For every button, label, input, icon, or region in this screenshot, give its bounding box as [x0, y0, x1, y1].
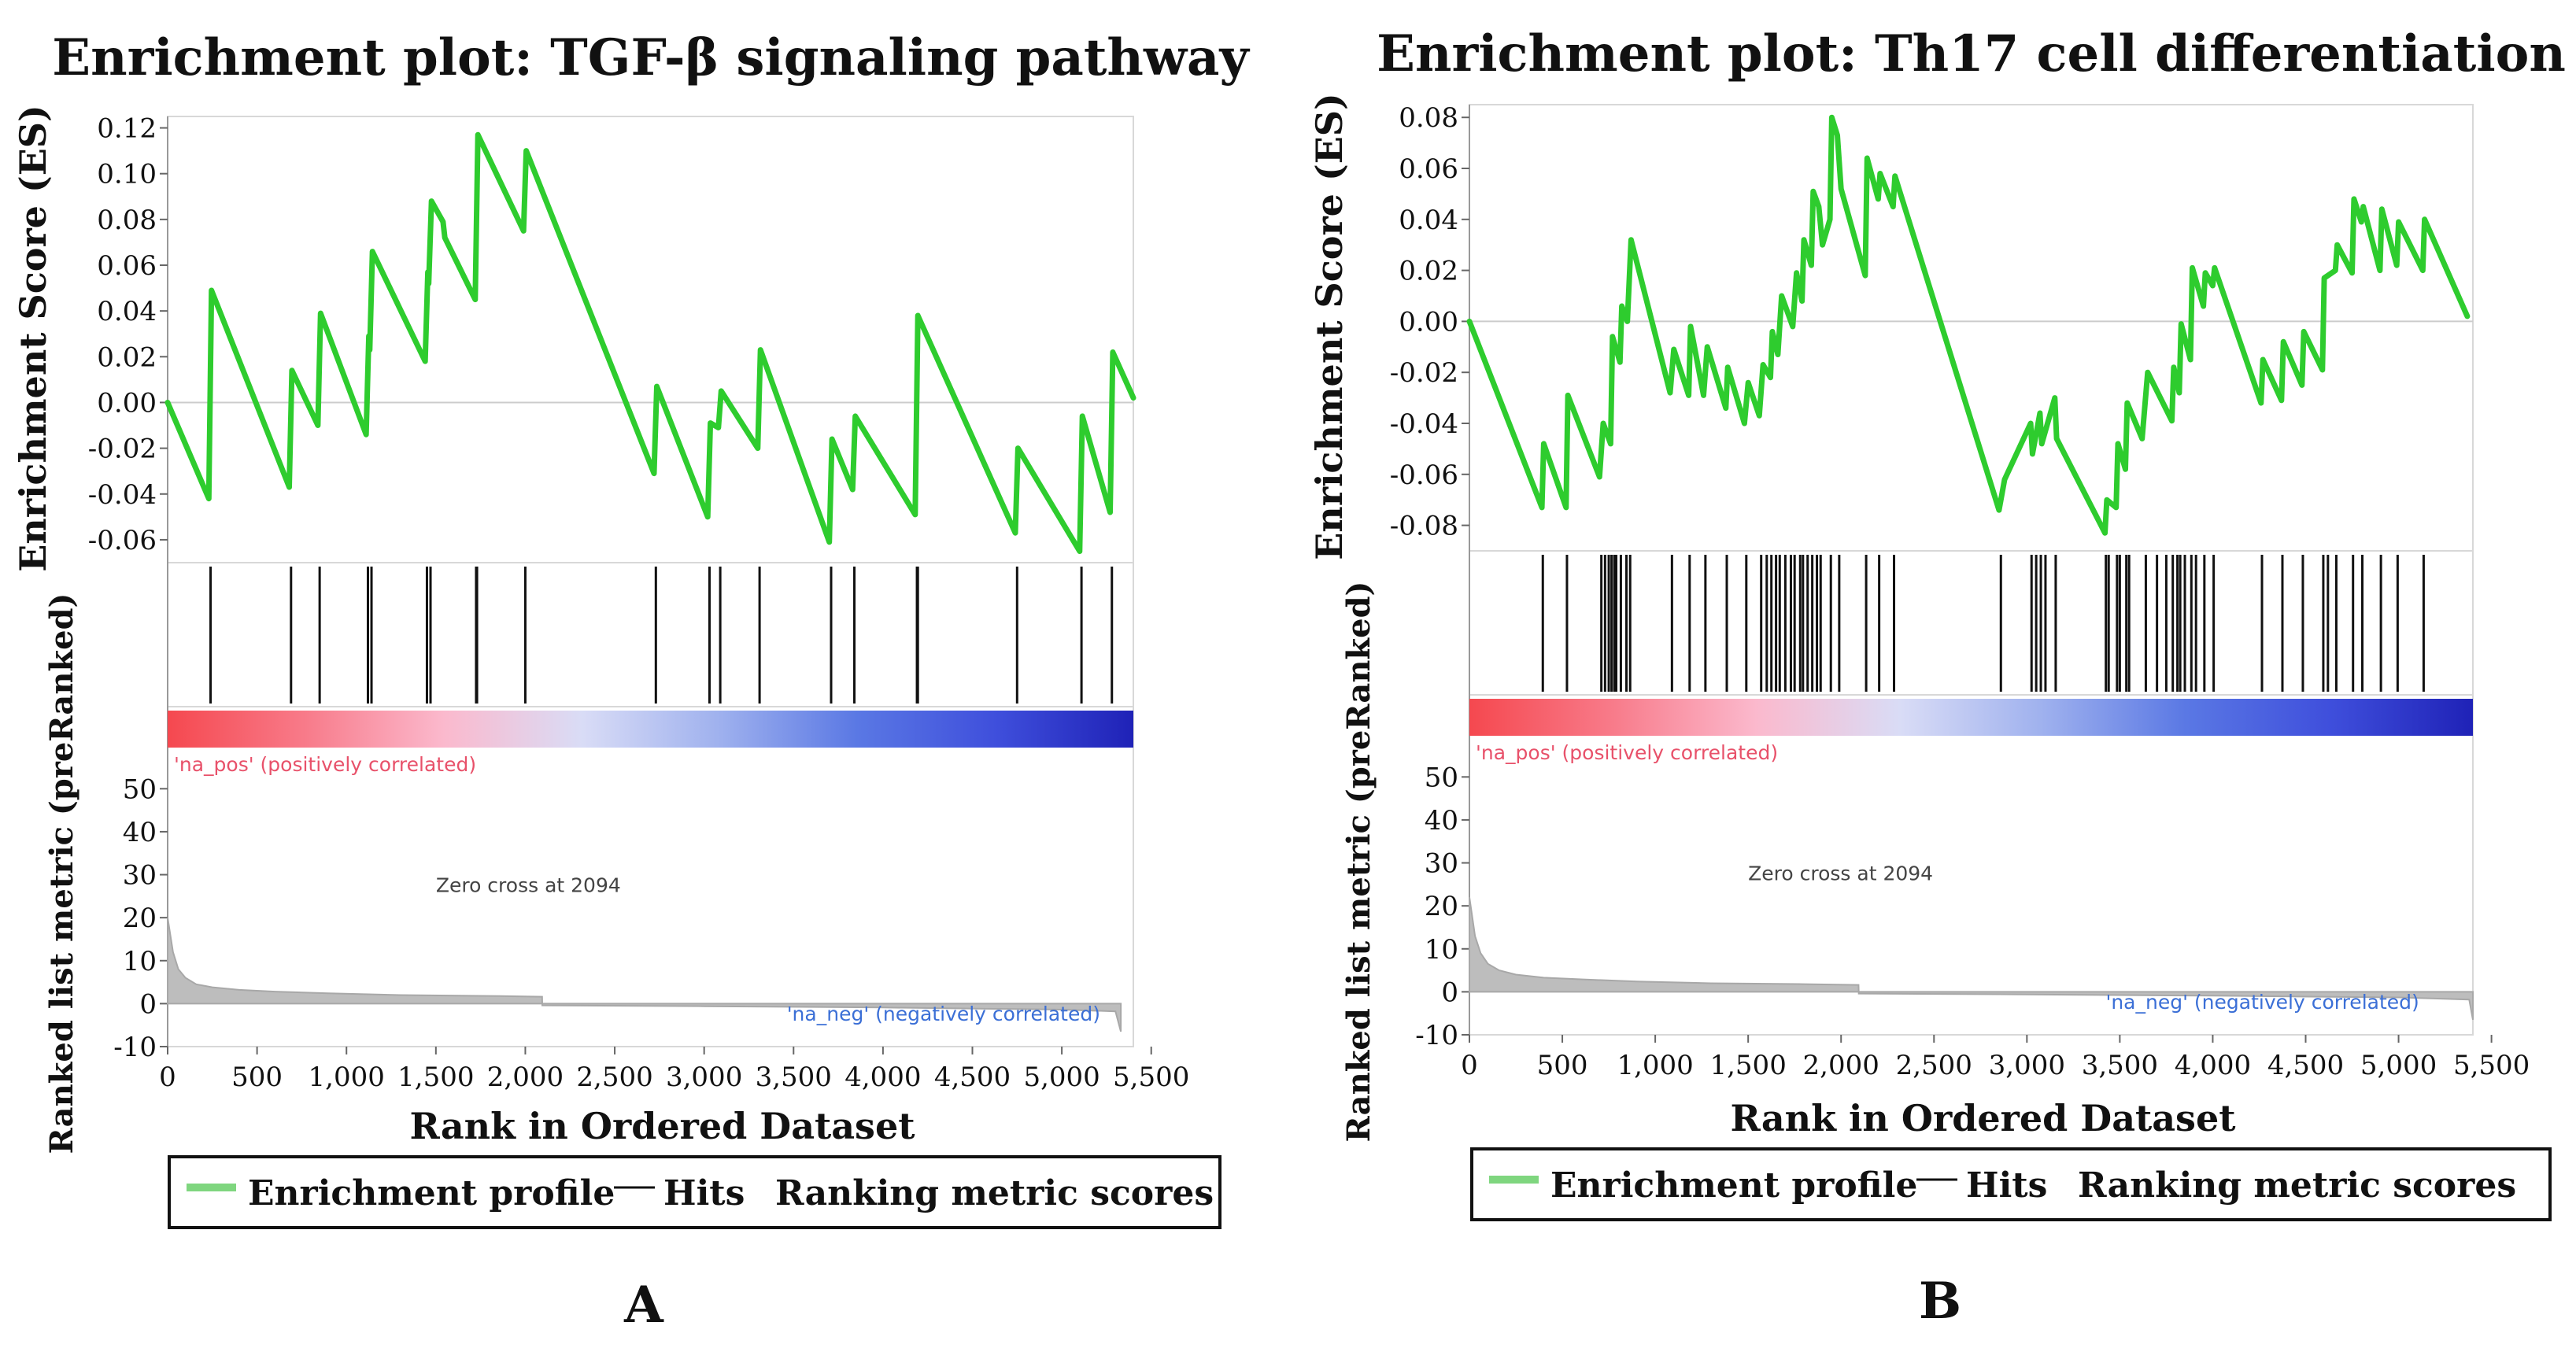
x-tick-label: 3,500 [756, 1062, 832, 1093]
es-tick-label: 0.04 [1399, 205, 1458, 236]
legend: Enrichment profile Hits Ranking metric sco… [1470, 1147, 2552, 1221]
metric-tick-label: 20 [1425, 891, 1458, 922]
es-tick-label: -0.04 [1390, 408, 1458, 440]
metric-tick-label: 50 [123, 774, 157, 805]
x-tick-label: 1,500 [1709, 1050, 1786, 1081]
plot-frame [167, 116, 1134, 1047]
enrichment-panel-A: Enrichment plot: TGF-β signaling pathway… [12, 28, 1251, 1335]
x-axis-label: Rank in Ordered Dataset [1731, 1097, 2237, 1139]
x-tick-label: 2,000 [487, 1062, 564, 1093]
x-tick-label: 4,500 [934, 1062, 1011, 1093]
x-tick-label: 2,500 [1896, 1050, 1972, 1081]
legend-hits-label: Hits [663, 1173, 745, 1213]
negative-correlation-label: 'na_neg' (negatively correlated) [2105, 991, 2419, 1014]
es-tick-label: 0.00 [1399, 306, 1458, 338]
x-tick-label: 1,000 [309, 1062, 385, 1093]
negative-correlation-label: 'na_neg' (negatively correlated) [787, 1003, 1100, 1025]
x-tick-label: 1,000 [1617, 1050, 1693, 1081]
x-tick-label: 1,500 [397, 1062, 474, 1093]
es-y-axis-label: Enrichment Score (ES) [1308, 93, 1351, 560]
metric-tick-label: -10 [1415, 1020, 1458, 1051]
es-tick-label: -0.02 [1390, 357, 1458, 389]
legend-metric-label: Ranking metric scores [775, 1173, 1214, 1213]
metric-tick-label: 20 [123, 903, 157, 934]
x-tick-label: 5,000 [2360, 1050, 2437, 1081]
legend-enrichment-label: Enrichment profile [248, 1173, 615, 1213]
positive-correlation-label: 'na_pos' (positively correlated) [1476, 741, 1778, 764]
x-tick-label: 5,500 [1113, 1062, 1189, 1093]
metric-tick-label: 10 [123, 946, 157, 977]
panel-letter: A [623, 1276, 664, 1335]
x-tick-label: 500 [1537, 1050, 1588, 1081]
enrichment-panel-B: Enrichment plot: Th17 cell differentiati… [1308, 24, 2566, 1331]
es-tick-label: 0.00 [97, 387, 157, 419]
es-profile-line [164, 131, 1136, 554]
es-tick-label: 0.12 [97, 113, 157, 145]
metric-tick-label: 30 [1425, 848, 1458, 880]
metric-tick-label: 10 [1425, 934, 1458, 966]
x-tick-label: 2,500 [576, 1062, 652, 1093]
es-tick-label: -0.04 [88, 479, 157, 511]
legend-metric-label: Ranking metric scores [2078, 1165, 2516, 1206]
metric-tick-label: 0 [1441, 977, 1458, 1008]
metric-y-axis-label: Ranked list metric (preRanked) [43, 593, 80, 1154]
x-axis-label: Rank in Ordered Dataset [410, 1105, 916, 1147]
es-tick-label: 0.08 [1399, 102, 1458, 134]
color-band [168, 711, 1133, 748]
x-tick-label: 3,000 [666, 1062, 742, 1093]
es-tick-label: 0.06 [97, 250, 157, 282]
legend-box [168, 1155, 1221, 1229]
es-tick-label: 0.02 [97, 342, 157, 373]
legend-enrichment-label: Enrichment profile [1550, 1165, 1917, 1206]
metric-y-axis-label: Ranked list metric (preRanked) [1340, 582, 1377, 1143]
x-tick-label: 4,000 [2175, 1050, 2251, 1081]
x-tick-label: 500 [231, 1062, 283, 1093]
es-tick-label: -0.02 [88, 434, 157, 465]
metric-area [167, 918, 1122, 1032]
color-band [1469, 699, 2473, 736]
es-profile-line [1466, 114, 2471, 536]
legend-box [1470, 1147, 2552, 1221]
positive-correlation-label: 'na_pos' (positively correlated) [174, 753, 476, 776]
x-tick-label: 3,500 [2082, 1050, 2158, 1081]
es-tick-label: 0.06 [1399, 153, 1458, 185]
es-tick-label: 0.02 [1399, 256, 1458, 287]
panel-letter: B [1919, 1272, 1961, 1331]
chart-title: Enrichment plot: TGF-β signaling pathway [52, 28, 1250, 87]
x-tick-label: 5,500 [2453, 1050, 2530, 1081]
chart-title: Enrichment plot: Th17 cell differentiati… [1377, 24, 2566, 83]
es-tick-label: -0.08 [1390, 511, 1458, 542]
es-tick-label: 0.04 [97, 296, 157, 327]
zero-cross-label: Zero cross at 2094 [436, 873, 621, 896]
x-tick-label: 0 [159, 1062, 176, 1093]
metric-tick-label: 0 [139, 988, 157, 1020]
es-y-axis-label: Enrichment Score (ES) [12, 105, 54, 572]
x-tick-label: 5,000 [1023, 1062, 1100, 1093]
es-tick-label: -0.06 [1390, 460, 1458, 491]
es-tick-label: -0.06 [88, 525, 157, 556]
metric-area [1469, 897, 2474, 1021]
x-tick-label: 4,500 [2267, 1050, 2344, 1081]
es-tick-label: 0.08 [97, 205, 157, 236]
metric-tick-label: 40 [123, 817, 157, 848]
metric-tick-label: 50 [1425, 762, 1458, 793]
es-tick-label: 0.10 [97, 159, 157, 190]
x-tick-label: 3,000 [1989, 1050, 2065, 1081]
x-tick-label: 0 [1461, 1050, 1478, 1081]
legend-hits-label: Hits [1966, 1165, 2047, 1206]
x-tick-label: 2,000 [1803, 1050, 1879, 1081]
metric-tick-label: 40 [1425, 805, 1458, 836]
legend: Enrichment profile Hits Ranking metric sco… [168, 1155, 1221, 1229]
zero-cross-label: Zero cross at 2094 [1748, 862, 1933, 885]
metric-tick-label: 30 [123, 860, 157, 892]
x-tick-label: 4,000 [844, 1062, 921, 1093]
metric-tick-label: -10 [113, 1032, 157, 1063]
